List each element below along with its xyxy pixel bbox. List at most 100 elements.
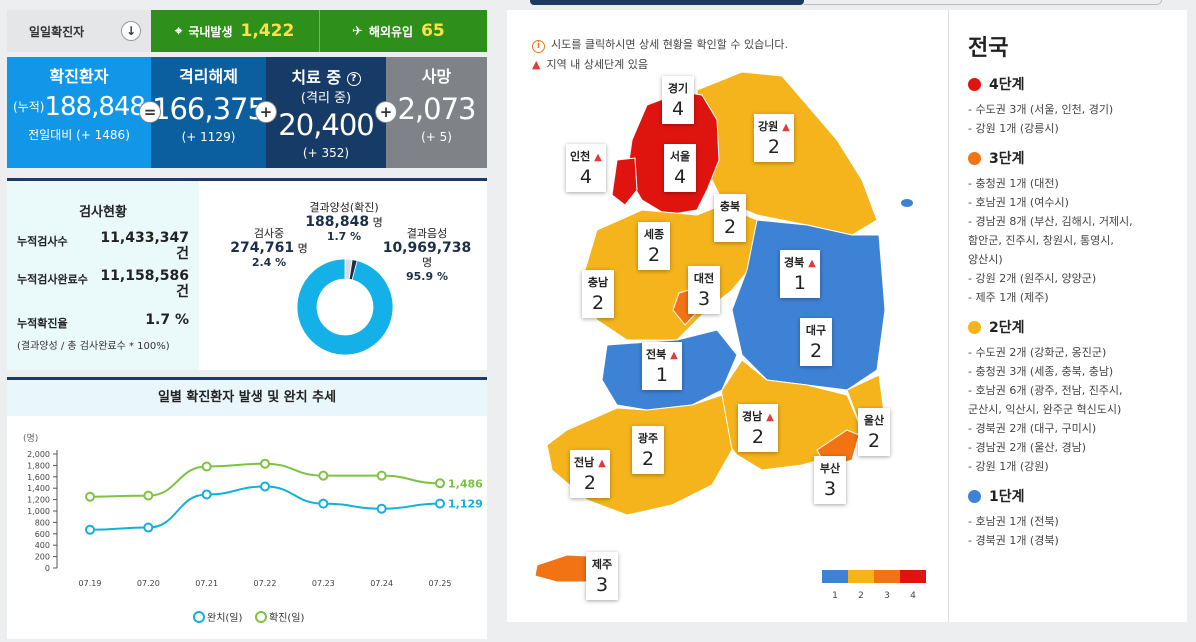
- region-level: 2: [809, 340, 823, 362]
- info-icon: i: [532, 40, 545, 53]
- level-dot-icon: [968, 151, 981, 165]
- region-card-gyeonggi[interactable]: 경기 4: [662, 76, 694, 124]
- y-tick-label: 1,400: [27, 484, 50, 493]
- x-tick-label: 07.22: [254, 579, 277, 588]
- treating-delta: (+ 352): [302, 146, 350, 160]
- positivity-note: (결과양성 / 총 검사완료수 * 100%): [17, 341, 170, 352]
- scale-swatch-1: [822, 570, 848, 583]
- data-point: [85, 524, 95, 535]
- region-card-seoul[interactable]: 서울 4: [664, 144, 696, 192]
- warning-icon: ▲: [598, 458, 606, 469]
- warning-icon: ▲: [782, 122, 790, 133]
- test-row-label: 누적확진율: [17, 317, 68, 330]
- region-card-ulsan[interactable]: 울산 2: [858, 408, 890, 456]
- plus-icon: +: [255, 101, 277, 123]
- legend-marker: [193, 611, 205, 623]
- chart-title: 일별 확진환자 발생 및 완치 추세: [7, 380, 487, 416]
- region-card-incheon[interactable]: 인천 ▲ 4: [566, 144, 606, 192]
- region-level: 2: [751, 426, 764, 448]
- y-axis-unit-label: (명): [23, 433, 38, 444]
- data-point: [85, 491, 95, 502]
- region-card-gangwon[interactable]: 강원 ▲ 2: [754, 114, 794, 162]
- legend-item: - 호남권 1개 (전북): [968, 515, 1059, 528]
- notice-detail: ▲ 지역 내 상세단계 있음: [532, 56, 648, 72]
- treating-sub: (격리 중): [300, 91, 352, 106]
- region-level: 4: [579, 166, 592, 188]
- region-card-jeju[interactable]: 제주 3: [586, 552, 618, 600]
- donut-label-unit: 명: [297, 242, 308, 255]
- region-level: 2: [723, 216, 737, 238]
- y-tick-label: 800: [35, 518, 50, 527]
- data-point: [435, 498, 445, 509]
- y-tick-label: 200: [35, 553, 50, 562]
- region-name: 광주: [637, 432, 659, 445]
- y-tick-label: 1,200: [27, 496, 50, 505]
- plus-icon: +: [375, 101, 397, 123]
- scale-swatch-3: [874, 570, 900, 583]
- x-tick-label: 07.20: [137, 579, 160, 588]
- legend-item: - 경남권 2개 (울산, 경남): [968, 441, 1086, 454]
- data-point: [318, 470, 329, 481]
- donut-label-unit: 명: [372, 216, 383, 229]
- region-level: 1: [655, 364, 668, 386]
- data-point: [376, 470, 387, 481]
- legend-item: - 수도권 2개 (강화군, 옹진군): [968, 346, 1107, 359]
- region-name: 제주: [591, 558, 613, 571]
- donut-label-value: 10,969,738: [382, 240, 472, 256]
- daily-trend-chart: (명) 0 200 400 600 800 1,000 1,200 1,400 1,600 1,80…: [23, 433, 483, 624]
- y-tick-label: 1,600: [27, 473, 50, 482]
- deaths-delta: (+ 5): [421, 130, 452, 144]
- region-card-daejeon[interactable]: 대전 3: [688, 266, 720, 314]
- scale-label: 4: [910, 591, 916, 601]
- scale-label: 2: [858, 591, 864, 601]
- test-row-value: 1.7 %: [145, 312, 189, 328]
- test-status-panel: 검사현황 누적검사수 11,433,347 건 누적검사완료수 11,158,58…: [7, 178, 199, 370]
- region-level: 3: [595, 574, 609, 596]
- korea-map: [534, 71, 913, 583]
- confirmed-value: 188,848: [44, 92, 146, 122]
- map-tab-inactive[interactable]: [804, 0, 1162, 5]
- legend-country: 전국: [968, 36, 1009, 61]
- region-card-busan[interactable]: 부산 3: [814, 456, 846, 504]
- donut-slice-negative: [296, 258, 394, 356]
- region-card-jeonnam[interactable]: 전남 ▲ 2: [570, 450, 610, 498]
- test-row: 누적검사수 11,433,347 건: [7, 230, 199, 262]
- legend-item: 군산시, 익산시, 완주군 혁신도시): [968, 403, 1122, 416]
- domestic-label: 국내발생: [188, 24, 233, 39]
- test-donut-panel: 검사중 274,761 명 2.4 % 결과양성(확진) 188,848 명 1…: [199, 178, 487, 370]
- legend-label: 완치(일): [207, 612, 243, 624]
- region-name: 세종: [643, 228, 665, 241]
- region-card-chungbuk[interactable]: 충북 2: [714, 194, 746, 242]
- data-point: [143, 490, 154, 501]
- region-level: 2: [867, 430, 881, 452]
- region-card-sejong[interactable]: 세종 2: [638, 222, 670, 270]
- region-shape-chungcheong[interactable]: [581, 204, 758, 341]
- daily-confirmed-tab[interactable]: 일일확진자 ↓: [7, 10, 151, 52]
- region-level: 4: [673, 166, 687, 188]
- region-card-chungnam[interactable]: 충남 2: [582, 270, 614, 318]
- legend-item: - 강원 2개 (원주시, 양양군): [968, 272, 1097, 285]
- region-shape-incheon[interactable]: [611, 157, 638, 206]
- legend-item: - 호남권 6개 (광주, 전남, 진주시,: [968, 384, 1123, 397]
- region-card-gyeongnam[interactable]: 경남 ▲ 2: [738, 404, 778, 452]
- legend-level-heading: 1단계: [968, 486, 1183, 506]
- legend-divider: [948, 10, 949, 622]
- region-card-gwangju[interactable]: 광주 2: [632, 426, 664, 474]
- region-card-daegu[interactable]: 대구 2: [800, 318, 832, 366]
- arrow-down-icon[interactable]: ↓: [121, 21, 141, 41]
- level-dot-icon: [968, 77, 981, 91]
- legend-item: 함안군, 진주시, 창원시, 통영시,: [968, 234, 1114, 247]
- donut-label-unit: 명: [421, 256, 433, 269]
- map-tab-active[interactable]: [530, 0, 804, 5]
- region-card-gyeongbuk[interactable]: 경북 ▲ 1: [780, 250, 820, 298]
- region-card-jeonbuk[interactable]: 전북 ▲ 1: [642, 342, 682, 390]
- warning-icon: ▲: [532, 58, 541, 71]
- domestic-cases: ⌖ 국내발생 1,422: [151, 10, 319, 52]
- legend-item: - 충청권 3개 (세종, 충북, 충남): [968, 365, 1114, 378]
- region-level: 2: [583, 472, 596, 494]
- region-name: 경남: [742, 410, 763, 423]
- level-dot-icon: [968, 489, 981, 503]
- x-tick-label: 07.23: [312, 579, 335, 588]
- help-icon[interactable]: ?: [346, 72, 361, 86]
- donut-label-text: 결과음성: [406, 227, 448, 240]
